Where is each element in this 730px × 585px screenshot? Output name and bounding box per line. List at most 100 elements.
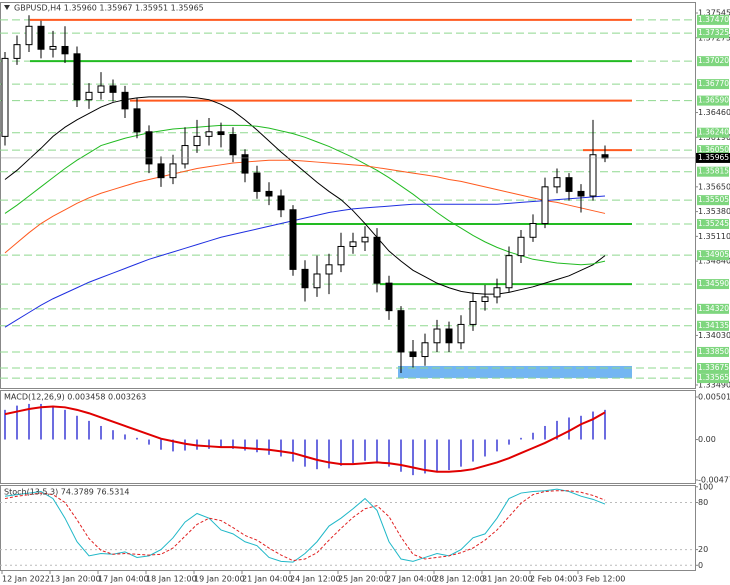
level-label-box [697,166,729,177]
stoch-signal [4,490,606,562]
candle-body [109,85,117,93]
candle-body [553,177,561,188]
y-tick-label: 20 [698,545,708,554]
level-label-box [697,320,729,331]
level-label-box [697,303,729,314]
candle-body [457,323,465,344]
last-price-label: 1.35965 [698,153,729,162]
candle-body [13,44,21,59]
y-tick-label: 1.35650 [698,182,730,191]
level-label: 1.36770 [698,79,729,88]
candle-body [229,134,237,156]
stoch-main [4,488,606,563]
level-label: 1.35245 [698,219,729,228]
candle-body [61,45,69,55]
level-label-box [697,28,729,39]
level-label-box [697,363,729,374]
y-tick-label: 0.00 [698,435,716,444]
level-label-box [697,373,729,384]
x-tick-label: 25 Jan 20:00 [338,575,389,584]
level-label-box [697,195,729,206]
y-tick-label: 100 [698,482,713,491]
x-tick-label: 12 Jan 2022 [2,575,50,584]
candle-body [277,195,285,211]
candle-body [289,209,297,270]
level-label-box [697,346,729,357]
candle-body [1,57,9,137]
y-tick-label: -0.004773 [698,475,730,484]
main-panel [0,2,696,389]
candle-body [433,328,441,344]
level-label-box [697,14,729,25]
candle-body [565,177,573,192]
x-tick-label: 13 Jan 20:00 [50,575,101,584]
candle-body [37,25,45,50]
level-label-box [697,279,729,290]
x-tick-label: 24 Jan 12:00 [290,575,341,584]
chart-title: GBPUSD,H4 1.35960 1.35967 1.35951 1.3596… [14,4,204,13]
x-tick-label: 3 Feb 12:00 [578,575,625,584]
stoch-title: Stoch(13,5,3) 74.3789 76.5314 [4,488,130,497]
candle-body [241,154,249,174]
moving-average [4,96,606,295]
candle-body [121,91,129,110]
level-label: 1.35815 [698,167,729,176]
level-label: 1.37325 [698,28,729,37]
candle-body [97,85,105,93]
level-label: 1.33850 [698,347,729,356]
candle-body [265,190,273,197]
candle-body [481,296,489,302]
candle-body [253,172,261,192]
support-zone [398,365,632,379]
level-label: 1.36050 [698,145,729,154]
moving-average [4,124,606,266]
plot: 1.375451.372751.364601.361901.356501.353… [0,8,730,584]
y-tick-label: 1.37545 [698,8,730,17]
last-price-box [696,152,730,163]
x-tick-label: 19 Jan 20:00 [194,575,245,584]
y-tick-label: 0 [698,561,703,570]
level-label: 1.37470 [698,15,729,24]
candle-body [49,45,57,50]
level-label-box [697,95,729,106]
x-tick-label: 28 Jan 12:00 [434,575,485,584]
candle-body [217,131,225,136]
candle-body [193,135,201,147]
level-label: 1.33565 [698,373,729,382]
x-tick-label: 31 Jan 20:00 [482,575,533,584]
y-tick-label: 80 [698,498,708,507]
candle-body [157,163,165,179]
moving-average [4,159,606,254]
candle-body [25,25,33,46]
candle-body [493,287,501,298]
candle-body [589,154,597,197]
candle-body [169,163,177,179]
candle-body [325,264,333,275]
candle-body [541,186,549,225]
level-label: 1.34135 [698,321,729,330]
macd-signal [4,405,606,473]
level-label: 1.34905 [698,250,729,259]
level-label: 1.34320 [698,304,729,313]
level-label: 1.37020 [698,56,729,65]
moving-average [4,195,606,328]
candle-body [409,351,417,358]
candle-body [145,131,153,165]
level-label-box [697,79,729,90]
candle-body [133,108,141,133]
y-tick-label: 1.35110 [698,232,730,241]
candle-body [529,223,537,238]
candle-body [469,300,477,325]
candle-body [349,241,357,247]
x-tick-label: 17 Jan 04:00 [98,575,149,584]
y-tick-label: 1.35380 [698,207,730,216]
candle-body [601,154,609,159]
candle-body [397,310,405,353]
level-label-box [697,250,729,261]
level-label: 1.36590 [698,96,729,105]
level-label: 1.34590 [698,279,729,288]
candle-body [445,328,453,344]
y-tick-label: 0.005015 [698,393,730,402]
candle-body [373,236,381,284]
